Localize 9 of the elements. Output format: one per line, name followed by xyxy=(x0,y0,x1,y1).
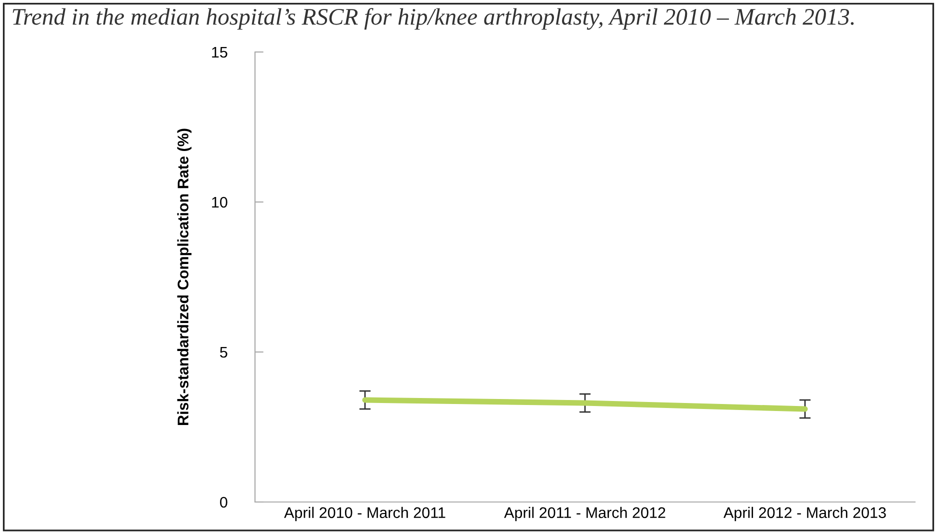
chart-title: Trend in the median hospital’s RSCR for hip/knee arthroplasty, April 2010 – March 2013. xyxy=(12,8,854,30)
y-tick-label: 10 xyxy=(212,196,228,208)
y-tick-label: 15 xyxy=(212,47,228,58)
x-tick-label: April 2012 - March 2013 xyxy=(724,506,886,522)
x-tick-label: April 2011 - March 2012 xyxy=(504,506,666,522)
x-tick-label: April 2010 - March 2011 xyxy=(284,506,446,522)
y-tick-label: 0 xyxy=(220,496,228,508)
y-tick-label: 5 xyxy=(220,347,228,358)
y-axis-title: Risk-standardized Complication Rate (%) xyxy=(177,128,192,425)
